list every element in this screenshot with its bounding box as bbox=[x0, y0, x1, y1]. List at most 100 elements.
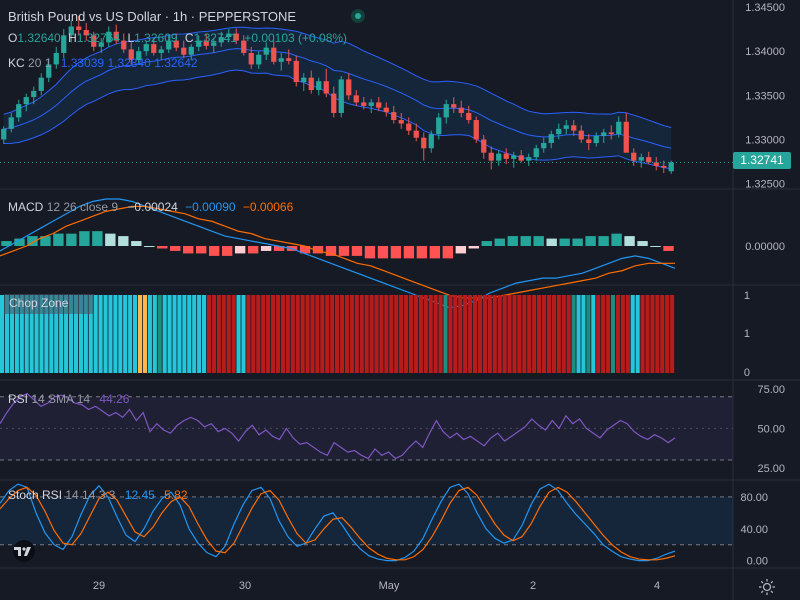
low-label: L bbox=[127, 31, 135, 45]
candle-body bbox=[571, 125, 577, 131]
candle-body bbox=[166, 40, 172, 50]
chop-zone-bar bbox=[256, 295, 261, 373]
tradingview-logo-icon[interactable] bbox=[8, 540, 40, 562]
chop-zone-bar bbox=[98, 295, 103, 373]
chop-zone-bar bbox=[320, 295, 325, 373]
macd-histogram-bar bbox=[624, 236, 635, 246]
macd-histogram-bar bbox=[468, 246, 479, 249]
candle-body bbox=[428, 134, 434, 149]
chop-zone-bar bbox=[433, 295, 438, 373]
chop-zone-bar bbox=[650, 295, 655, 373]
candle-body bbox=[511, 155, 517, 159]
kc-lower: 1.32642 bbox=[154, 56, 198, 70]
macd-histogram-bar bbox=[234, 246, 246, 254]
macd-histogram-bar bbox=[92, 231, 103, 246]
candle-body bbox=[158, 49, 164, 53]
stoch-rsi-legend[interactable]: Stoch RSI 14 14 3 3 12.45 5.82 bbox=[8, 488, 188, 502]
chop-zone-bar bbox=[399, 295, 404, 373]
macd-histogram-bar bbox=[598, 236, 609, 246]
macd-hist-value: −0.00024 bbox=[127, 200, 178, 214]
time-tick-label: 4 bbox=[654, 580, 660, 592]
chop-zone-legend[interactable]: Chop Zone bbox=[9, 296, 68, 310]
chop-zone-bar bbox=[300, 295, 305, 373]
rsi-legend[interactable]: RSI 14 SMA 14 44.26 bbox=[8, 392, 129, 406]
candle-body bbox=[601, 132, 607, 136]
chop-zone-bar bbox=[379, 295, 384, 373]
chop-zone-bar bbox=[24, 295, 29, 373]
macd-histogram-bar bbox=[299, 246, 311, 254]
candle-body bbox=[638, 157, 644, 161]
macd-histogram-bar bbox=[196, 246, 207, 254]
candle-body bbox=[173, 40, 179, 48]
candle-body bbox=[631, 152, 637, 161]
rsi-line bbox=[0, 392, 676, 460]
candle-body bbox=[308, 77, 314, 91]
chop-zone-bar bbox=[152, 295, 157, 373]
chop-zone-bar bbox=[187, 295, 192, 373]
chop-zone-bar bbox=[68, 295, 74, 373]
chop-zone-bar bbox=[418, 295, 423, 373]
chop-zone-bar bbox=[142, 295, 148, 373]
macd-histogram-bar bbox=[260, 246, 272, 251]
chop-zone-bar bbox=[482, 295, 487, 373]
kc-legend[interactable]: KC 20 1 1.33039 1.32840 1.32642 bbox=[8, 56, 198, 70]
chop-zone-bar bbox=[635, 295, 640, 373]
chop-zone-bar bbox=[364, 295, 369, 373]
candle-body bbox=[53, 52, 59, 65]
chop-zone-bar bbox=[443, 295, 448, 373]
chop-zone-bar bbox=[507, 295, 512, 373]
theme-toggle-icon[interactable] bbox=[758, 578, 776, 596]
chop-zone-bar bbox=[630, 295, 635, 373]
macd-histogram-bar bbox=[572, 238, 583, 246]
candle-body bbox=[616, 121, 622, 135]
candle-body bbox=[361, 102, 367, 106]
chop-zone-bar bbox=[566, 295, 571, 373]
chop-zone-bar bbox=[34, 295, 39, 373]
candle-body bbox=[98, 42, 104, 47]
chop-zone-bar bbox=[591, 295, 596, 373]
chop-zone-bar bbox=[453, 295, 458, 373]
candle-body bbox=[76, 26, 82, 31]
chop-zone-bar bbox=[19, 295, 24, 373]
chop-zone-bar bbox=[517, 295, 522, 373]
chop-zone-bar bbox=[221, 295, 226, 373]
chop-zone-bar bbox=[246, 295, 251, 373]
macd-histogram-bar bbox=[53, 233, 64, 246]
kc-middle-line bbox=[3, 48, 672, 149]
macd-histogram-bar bbox=[40, 236, 51, 246]
chop-zone-name: Chop Zone bbox=[9, 296, 69, 310]
macd-histogram-bar bbox=[66, 233, 77, 246]
kc-upper-line bbox=[3, 26, 672, 128]
chop-zone-bar bbox=[438, 295, 443, 373]
macd-histogram-bar bbox=[403, 246, 415, 259]
chop-zone-bar bbox=[113, 295, 118, 373]
macd-histogram-bar bbox=[312, 246, 324, 254]
chop-zone-bar bbox=[270, 295, 276, 373]
chop-zone-bar bbox=[172, 295, 177, 373]
candle-body bbox=[271, 47, 277, 62]
macd-name: MACD bbox=[8, 200, 44, 214]
rsi-tick-label: 25.00 bbox=[757, 463, 785, 475]
stoch-k-value: 12.45 bbox=[124, 488, 155, 502]
macd-params: 12 26 close 9 bbox=[46, 200, 119, 214]
chop-zone-bar bbox=[546, 295, 552, 373]
candle-body bbox=[248, 52, 254, 65]
price-tick-label: 1.33000 bbox=[745, 134, 785, 146]
macd-histogram-bar bbox=[546, 238, 557, 246]
candle-body bbox=[376, 102, 382, 108]
chop-zone-bar bbox=[280, 295, 285, 373]
chop-zone-bar bbox=[325, 295, 330, 373]
chop-zone-bar bbox=[404, 295, 409, 373]
candle-body bbox=[353, 95, 359, 103]
open-value: 1.32640 bbox=[17, 31, 61, 45]
chop-zone-bar bbox=[335, 295, 340, 373]
chop-zone-bar bbox=[162, 295, 167, 373]
macd-legend[interactable]: MACD 12 26 close 9 −0.00024 −0.00090 −0.… bbox=[8, 200, 293, 214]
chop-zone-bar bbox=[384, 295, 389, 373]
macd-histogram-bar bbox=[170, 246, 181, 251]
chop-zone-bar bbox=[133, 295, 138, 373]
chop-zone-bar bbox=[78, 295, 83, 373]
chop-zone-bar bbox=[118, 295, 123, 373]
chop-zone-bar bbox=[182, 295, 187, 373]
